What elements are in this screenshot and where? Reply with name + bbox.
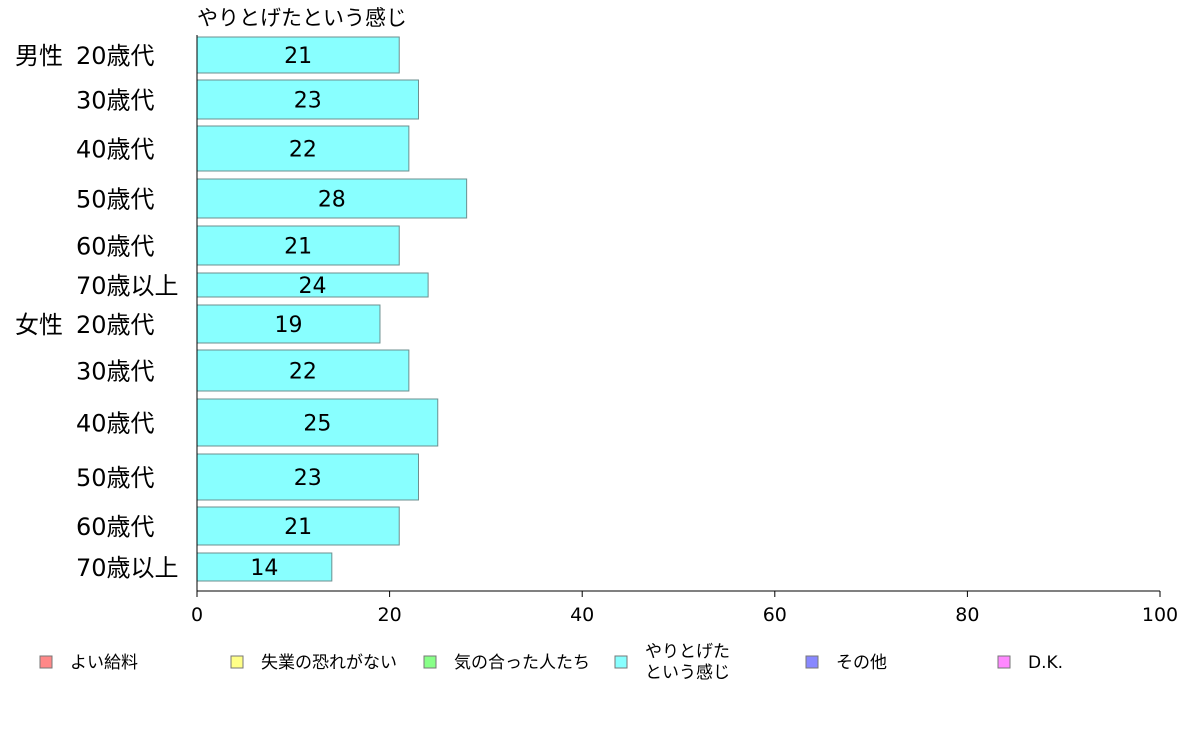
bar-2: [196, 125, 410, 172]
category-label-2: 40歳代: [76, 136, 155, 164]
legend: よい給料 失業の恐れがない 気の合った人たち やりとげたという感じ その他 D.K.: [39, 642, 1063, 683]
value-label-0: 21: [284, 44, 312, 69]
legend-label-0: よい給料: [70, 653, 138, 673]
category-label-4: 60歳代: [76, 233, 155, 261]
x-tick-label-4: 80: [955, 604, 979, 626]
x-axis: 0 20 40 60 80 100: [191, 35, 1178, 626]
value-label-7: 22: [289, 360, 317, 385]
legend-label-3: やりとげた: [645, 642, 730, 662]
category-label-5: 70歳以上: [76, 272, 179, 300]
value-label-4: 21: [284, 235, 312, 260]
legend-label-4: その他: [836, 653, 887, 673]
legend-swatch-4: [805, 655, 819, 669]
category-label-7: 30歳代: [76, 358, 155, 386]
legend-label-3-line2: という感じ: [645, 663, 730, 683]
legend-swatch-1: [230, 655, 244, 669]
legend-swatch-0: [39, 655, 53, 669]
category-label-6: 20歳代: [76, 311, 155, 339]
value-label-10: 21: [284, 515, 312, 540]
category-label-0: 20歳代: [76, 42, 155, 70]
x-tick-label-5: 100: [1142, 604, 1178, 626]
value-label-5: 24: [299, 274, 327, 299]
bar-3: [196, 178, 468, 219]
category-label-3: 50歳代: [76, 186, 155, 214]
x-tick-label-2: 40: [570, 604, 594, 626]
category-label-1: 30歳代: [76, 87, 155, 115]
category-label-8: 40歳代: [76, 410, 155, 438]
value-label-2: 22: [289, 138, 317, 163]
legend-swatch-3: [614, 655, 628, 669]
bar-0: [196, 36, 400, 74]
legend-label-1: 失業の恐れがない: [261, 653, 397, 673]
series-title: やりとげたという感じ: [197, 6, 407, 30]
bar-4: [196, 225, 400, 266]
legend-swatch-5: [997, 655, 1011, 669]
value-label-8: 25: [303, 412, 331, 437]
category-labels: 20歳代 30歳代 40歳代 50歳代 60歳代 70歳以上 20歳代 30歳代 40歳代 50歳…: [76, 42, 179, 582]
value-label-9: 23: [294, 466, 322, 491]
value-label-1: 23: [294, 89, 322, 114]
x-tick-label-1: 20: [378, 604, 402, 626]
value-label-3: 28: [318, 188, 346, 213]
legend-label-5: D.K.: [1028, 653, 1063, 673]
category-label-10: 60歳代: [76, 513, 155, 541]
legend-swatch-2: [423, 655, 437, 669]
category-label-9: 50歳代: [76, 464, 155, 492]
value-label-6: 19: [274, 313, 302, 338]
bars: [196, 36, 468, 582]
bar-1: [196, 79, 419, 120]
category-label-11: 70歳以上: [76, 554, 179, 582]
group-label-0: 男性: [15, 42, 63, 70]
bar-6: [196, 304, 381, 344]
x-tick-label-3: 60: [763, 604, 787, 626]
bar-11: [196, 552, 333, 582]
bar-10: [196, 506, 400, 546]
legend-label-2: 気の合った人たち: [454, 653, 590, 673]
value-label-11: 14: [250, 556, 278, 581]
group-label-1: 女性: [15, 311, 63, 339]
bar-9: [196, 453, 419, 501]
x-tick-label-0: 0: [191, 604, 203, 626]
